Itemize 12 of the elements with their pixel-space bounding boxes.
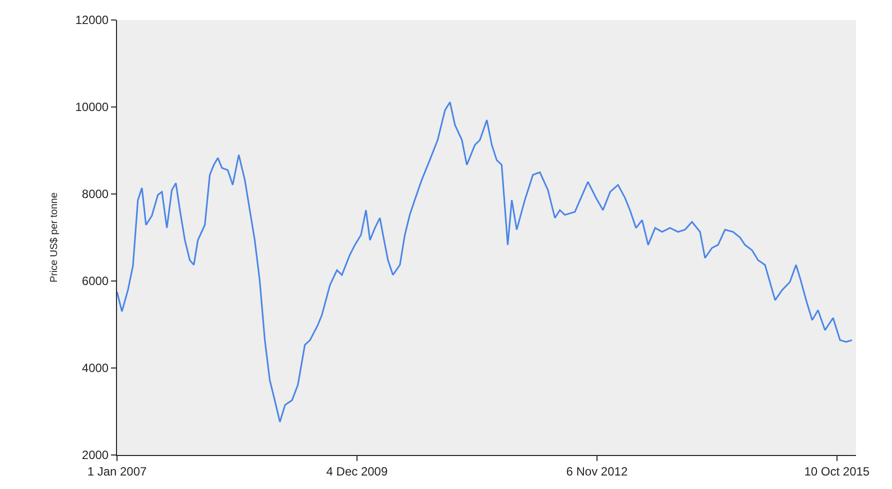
x-tick-label: 10 Oct 2015	[804, 464, 870, 478]
y-axis-title: Price US$ per tonne	[49, 192, 60, 283]
y-tick-label: 10000	[75, 100, 109, 114]
y-tick-label: 12000	[75, 13, 109, 28]
y-tick-label: 2000	[82, 448, 109, 462]
y-tick-label: 4000	[82, 361, 109, 376]
y-tick-label: 8000	[82, 187, 109, 202]
y-tick-label: 6000	[82, 274, 109, 288]
x-tick-label: 6 Nov 2012	[566, 464, 628, 478]
x-tick-label: 1 Jan 2007	[87, 464, 148, 478]
line-series	[117, 101, 853, 423]
x-tick-label: 4 Dec 2009	[326, 464, 388, 478]
